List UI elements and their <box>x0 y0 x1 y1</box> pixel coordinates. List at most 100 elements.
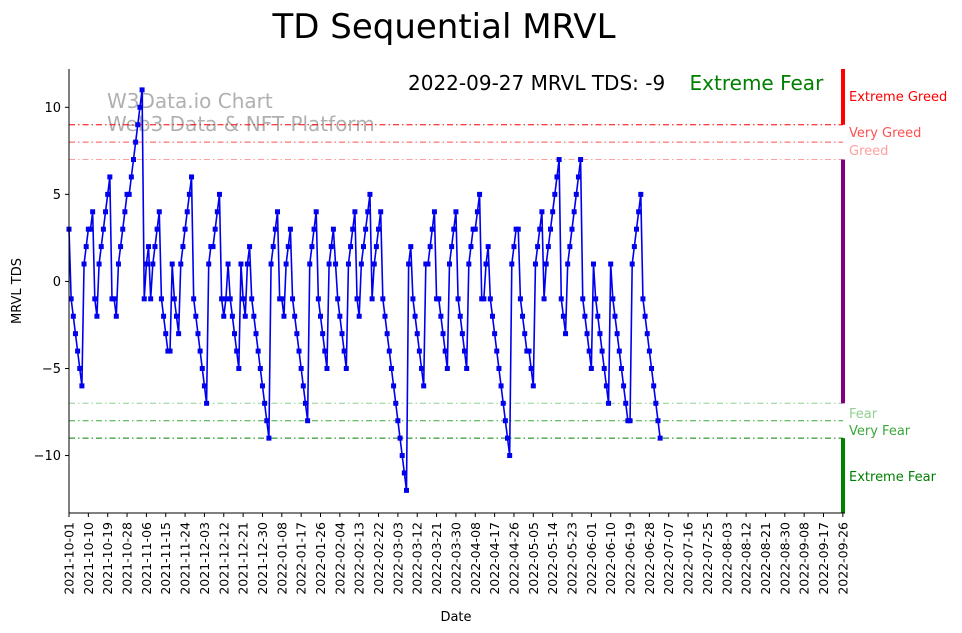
x-tick-label: 2022-08-30 <box>777 522 792 595</box>
data-point <box>216 191 222 197</box>
data-point <box>633 226 639 232</box>
x-tick-label: 2022-04-08 <box>468 522 483 595</box>
data-point <box>275 209 281 215</box>
data-point <box>272 226 278 232</box>
data-point <box>158 296 164 302</box>
data-point <box>360 244 366 250</box>
sentiment-side-bar <box>841 69 845 513</box>
data-point <box>214 209 220 215</box>
data-point <box>176 331 182 337</box>
data-point <box>629 261 635 267</box>
data-point <box>68 296 74 302</box>
x-tick-label: 2022-03-21 <box>429 522 444 595</box>
x-tick-label: 2022-02-13 <box>352 522 367 595</box>
y-ticks: −10 −5 0 5 10 <box>34 101 69 464</box>
x-tick-label: 2021-12-21 <box>236 522 251 595</box>
data-point <box>100 226 106 232</box>
data-point <box>593 296 599 302</box>
data-point <box>350 226 356 232</box>
data-point <box>530 383 536 389</box>
data-point <box>505 435 511 441</box>
data-point <box>610 296 616 302</box>
x-tick-label: 2022-01-08 <box>274 522 289 595</box>
data-point <box>653 400 659 406</box>
data-point <box>621 383 627 389</box>
data-point <box>227 296 233 302</box>
data-point <box>436 296 442 302</box>
data-point <box>83 244 89 250</box>
data-point <box>410 296 416 302</box>
x-tick-label: 2022-05-05 <box>526 522 541 595</box>
data-point <box>300 383 306 389</box>
data-point <box>137 104 143 110</box>
data-point <box>560 313 566 319</box>
data-point <box>152 244 158 250</box>
data-point <box>419 365 425 371</box>
data-point <box>636 209 642 215</box>
data-point <box>88 226 93 232</box>
x-ticks: 2021-10-01 2021-10-10 2021-10-19 2021-10-28… <box>62 513 850 595</box>
data-point <box>541 296 547 302</box>
data-point <box>515 226 521 232</box>
data-point <box>249 296 255 302</box>
level-label-extreme-fear: Extreme Fear <box>849 470 937 485</box>
side-bar-segment-2 <box>841 438 845 513</box>
data-point <box>455 296 461 302</box>
data-point <box>588 365 594 371</box>
data-point <box>75 348 81 354</box>
data-point <box>595 313 601 319</box>
data-point <box>195 331 201 337</box>
watermark: W3Data.io Chart Web3 Data & NFT Platform <box>107 89 375 136</box>
data-point <box>178 261 184 267</box>
data-point <box>507 453 513 459</box>
data-point <box>268 261 274 267</box>
data-point <box>189 174 195 180</box>
side-bar-segment-0 <box>841 69 845 125</box>
data-point <box>425 261 431 267</box>
data-point <box>232 331 238 337</box>
data-point <box>128 174 134 180</box>
data-point <box>253 331 259 337</box>
data-point <box>550 209 556 215</box>
data-point <box>644 331 650 337</box>
data-point <box>384 331 390 337</box>
data-point <box>292 313 298 319</box>
x-tick-label: 2022-02-04 <box>332 522 347 595</box>
data-point <box>391 383 397 389</box>
data-point <box>348 244 354 250</box>
level-lines <box>69 124 843 439</box>
x-tick-label: 2021-10-19 <box>100 522 115 595</box>
x-tick-label: 2021-10-01 <box>62 522 77 595</box>
data-point <box>242 313 248 319</box>
data-point <box>103 209 109 215</box>
data-point <box>223 296 229 302</box>
data-point <box>494 348 500 354</box>
data-point <box>442 348 448 354</box>
x-tick-label: 2022-09-17 <box>816 522 831 595</box>
data-point <box>107 174 113 180</box>
data-point <box>290 296 296 302</box>
data-point <box>141 296 147 302</box>
data-point <box>318 313 323 319</box>
data-point <box>446 261 452 267</box>
data-point <box>199 365 205 371</box>
level-label-extreme-greed: Extreme Greed <box>849 90 947 105</box>
data-point <box>262 400 268 406</box>
data-point <box>520 313 526 319</box>
data-point <box>309 244 315 250</box>
data-point <box>640 296 646 302</box>
data-point <box>612 313 618 319</box>
data-point <box>623 400 629 406</box>
data-point <box>618 365 624 371</box>
data-point <box>474 209 480 215</box>
data-point <box>330 226 336 232</box>
data-point <box>638 191 644 197</box>
data-point <box>578 157 584 163</box>
data-point <box>472 226 478 232</box>
data-point <box>406 261 412 267</box>
data-point <box>378 209 384 215</box>
data-point <box>440 331 446 337</box>
x-tick-label: 2022-08-12 <box>739 522 754 595</box>
data-point <box>143 261 149 267</box>
